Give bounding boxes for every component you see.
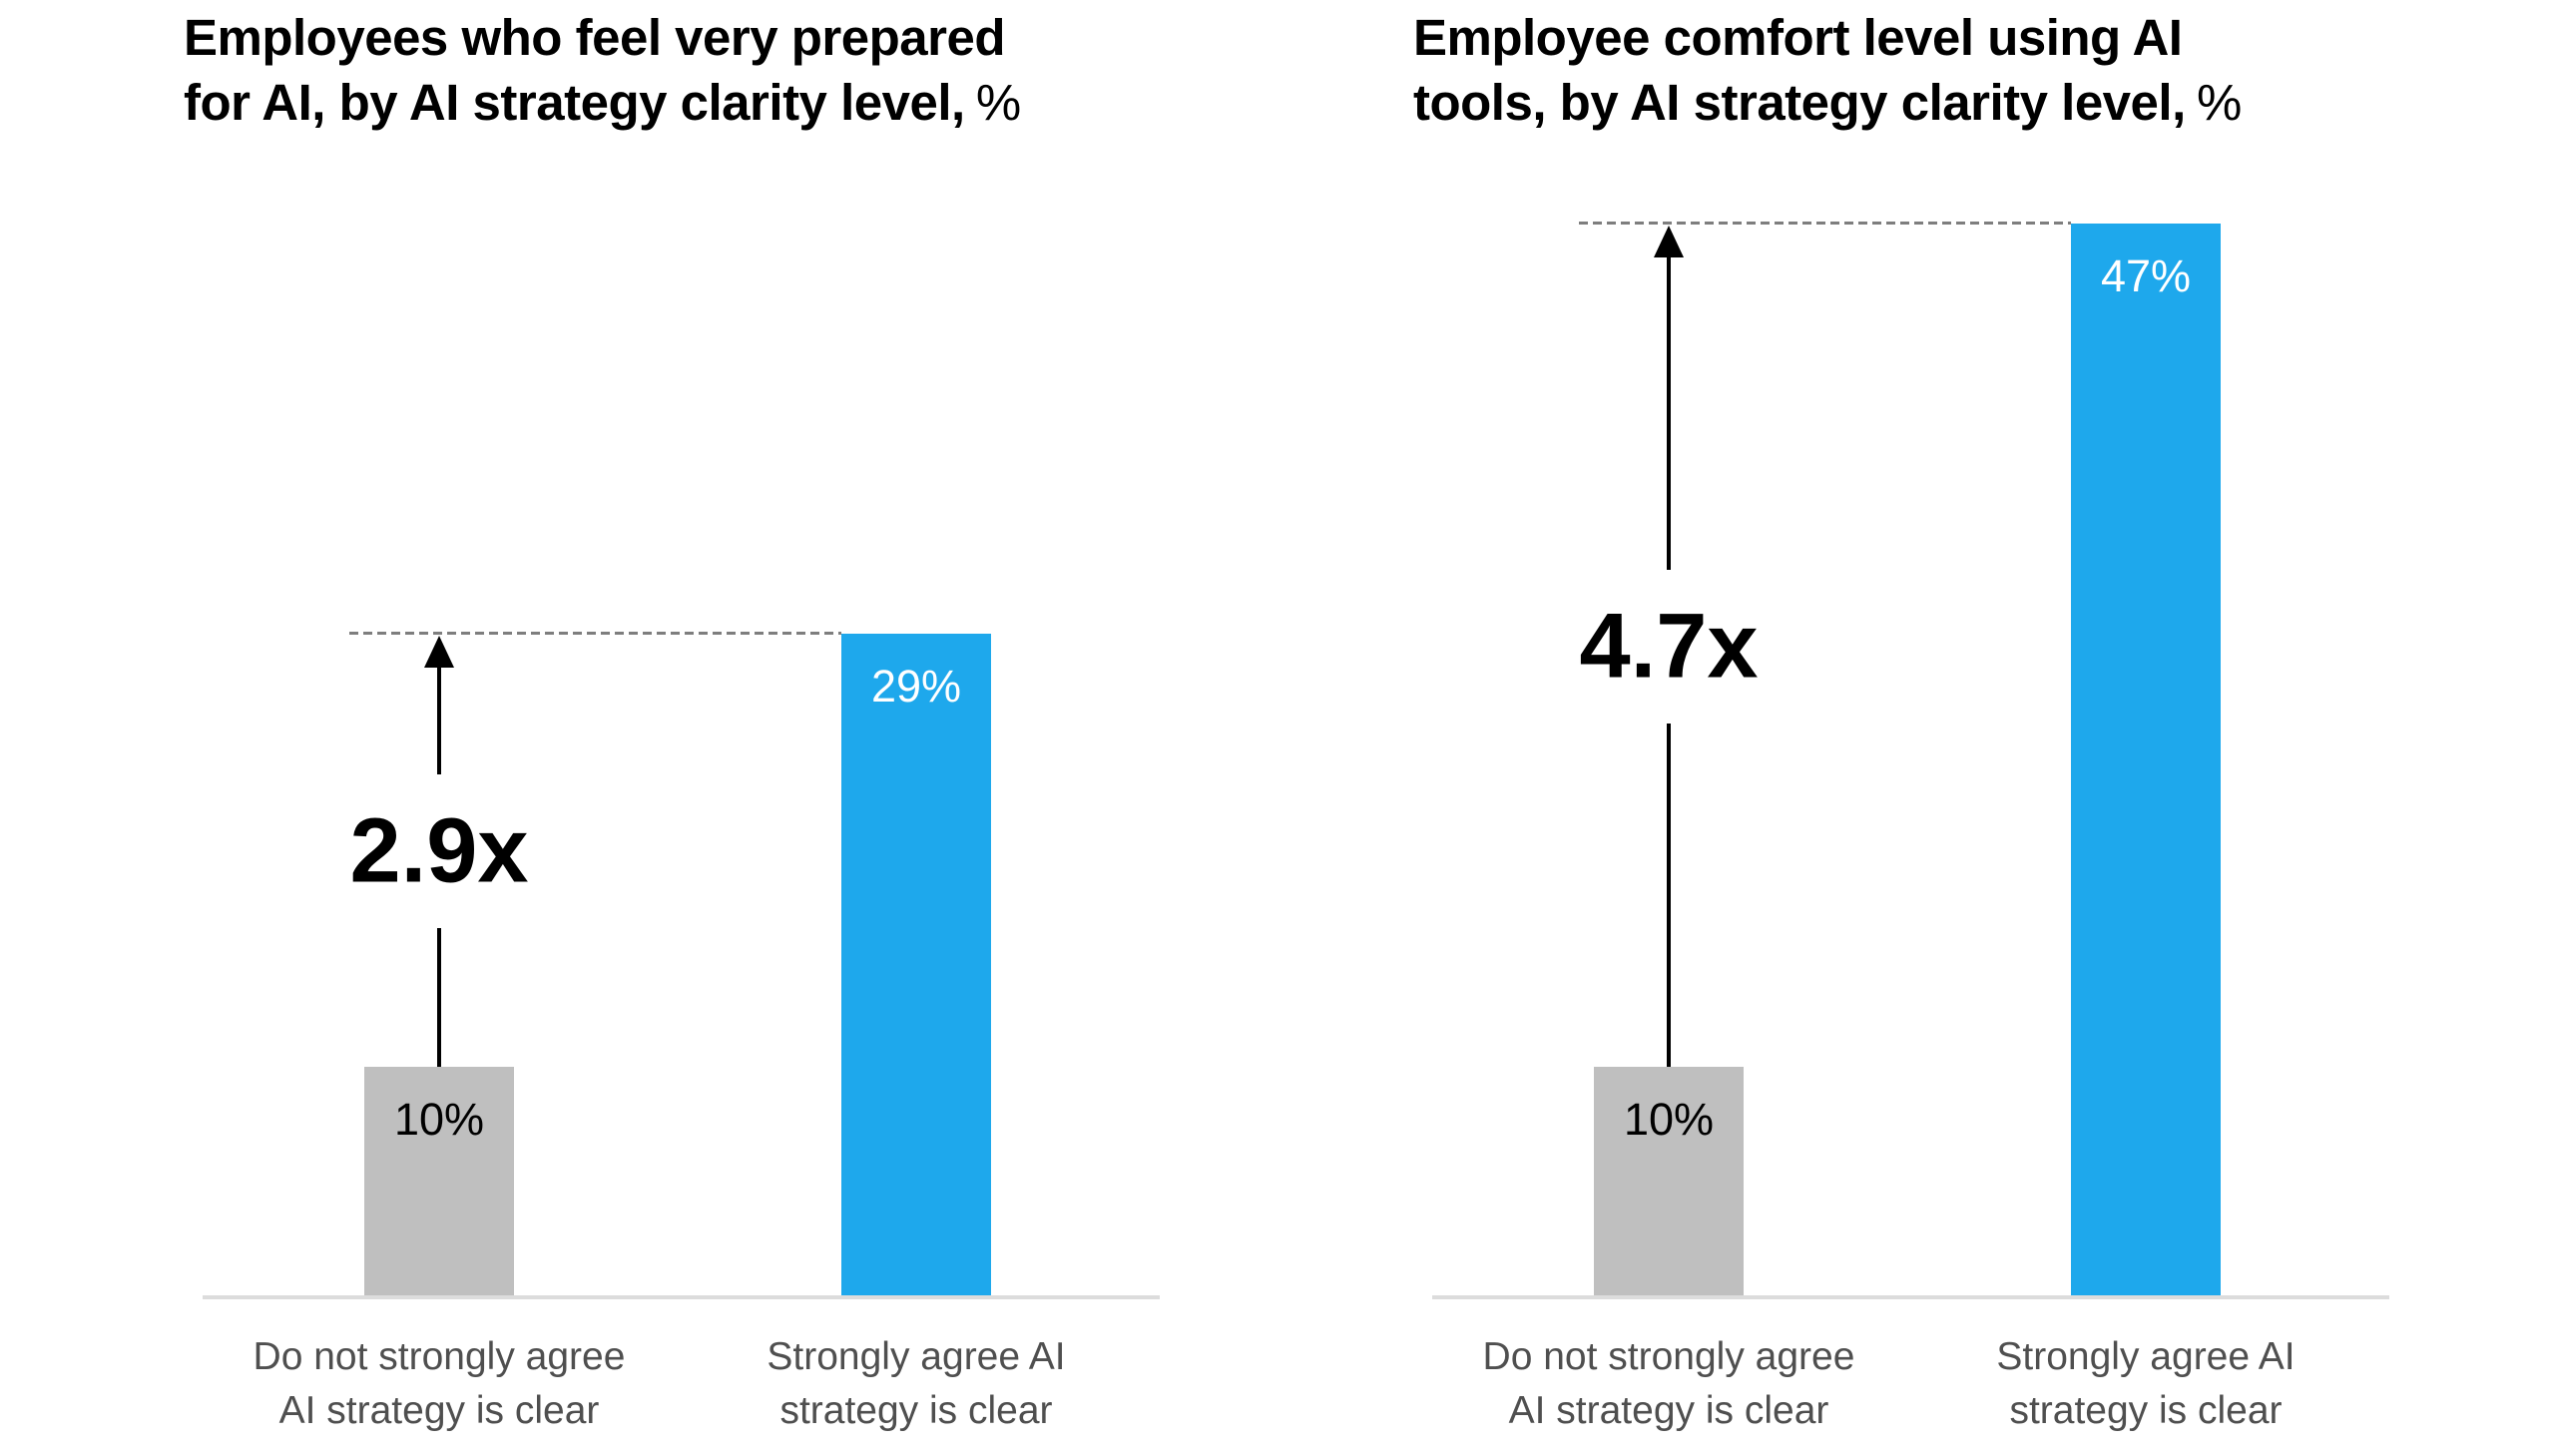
category-label-do-not-strongly-agree: Do not strongly agree AI strategy is cle… [190,1330,689,1438]
chart-title-line2: for AI, by AI strategy clarity level,% [184,70,1021,135]
bar-value-label: 10% [1623,1094,1715,1145]
multiplier-label: 4.7x [1579,595,1759,697]
chart-title-line2: tools, by AI strategy clarity level,% [1413,70,2242,135]
chart-title-line2-text: for AI, by AI strategy clarity level, [184,74,965,131]
chart-title-unit: % [975,74,1022,131]
chart-title-line1: Employees who feel very prepared [184,9,1006,66]
category-label-line2: strategy is clear [779,1389,1053,1432]
category-label-line1: Do not strongly agree [1482,1335,1855,1378]
category-label-line1: Strongly agree AI [766,1335,1066,1378]
reference-dashed-line [1579,222,2071,225]
arrow-line-lower [437,928,441,1067]
bar-do-not-strongly-agree: 10% [364,1067,514,1295]
reference-dashed-line [349,632,841,635]
multiplier-arrow: 4.7x [1579,226,1759,1067]
category-label-line2: AI strategy is clear [1508,1389,1829,1432]
arrow-line-upper [1667,253,1671,570]
category-label-line1: Strongly agree AI [1996,1335,2296,1378]
bar-value-label: 29% [870,661,962,712]
bar-value-label: 47% [2100,250,2192,301]
chart-prepared-for-ai: Employees who feel very prepared for AI,… [150,0,1163,1456]
arrow-head-icon [424,636,454,668]
chart-title: Employees who feel very prepared for AI,… [184,5,1021,135]
category-label-strongly-agree: Strongly agree AI strategy is clear [1896,1330,2395,1438]
multiplier-arrow: 2.9x [349,636,529,1067]
arrow-head-icon [1654,226,1684,257]
x-axis-line [203,1295,1160,1299]
chart-title-line2-text: tools, by AI strategy clarity level, [1413,74,2186,131]
arrow-line-upper [437,664,441,774]
chart-comfort-using-ai: Employee comfort level using AI tools, b… [1379,0,2392,1456]
chart-title: Employee comfort level using AI tools, b… [1413,5,2242,135]
arrow-line-lower [1667,723,1671,1067]
bar-strongly-agree: 47% [2071,224,2221,1295]
bar-strongly-agree: 29% [841,634,991,1295]
category-label-line2: AI strategy is clear [278,1389,600,1432]
bar-do-not-strongly-agree: 10% [1594,1067,1744,1295]
chart-title-unit: % [2196,74,2243,131]
multiplier-label: 2.9x [349,799,529,902]
category-label-do-not-strongly-agree: Do not strongly agree AI strategy is cle… [1419,1330,1918,1438]
category-label-line2: strategy is clear [2009,1389,2283,1432]
bar-value-label: 10% [393,1094,485,1145]
category-label-line1: Do not strongly agree [253,1335,626,1378]
category-label-strongly-agree: Strongly agree AI strategy is clear [667,1330,1166,1438]
x-axis-line [1432,1295,2389,1299]
chart-title-line1: Employee comfort level using AI [1413,9,2183,66]
